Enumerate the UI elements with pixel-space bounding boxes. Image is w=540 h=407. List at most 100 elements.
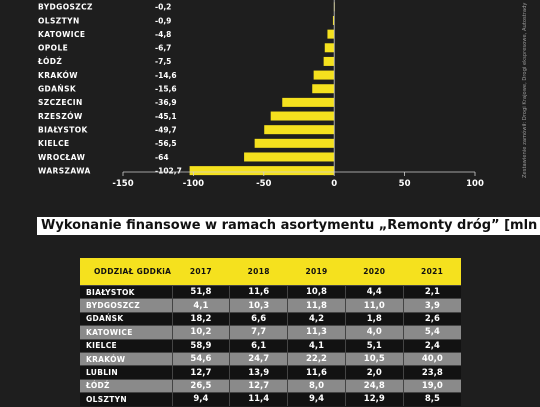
table-row: LUBLIN 12,7 13,9 11,6 2,0 23,8 [80,365,461,380]
cell-value: 10,3 [229,298,288,313]
cell-branch: KATOWICE [80,325,172,340]
x-tick-label: 100 [466,179,484,189]
table-header-row: ODDZIAŁ GDDKiA 2017 2018 2019 2020 2021 [80,258,461,286]
cell-value: 2,6 [402,311,461,326]
cell-value: 9,4 [287,392,346,406]
x-tick-label: 0 [331,179,337,189]
cell-value: 10,8 [287,284,346,299]
cell-value: 23,8 [402,365,461,380]
cell-value: 6,1 [229,338,288,353]
cell-value: 11,6 [229,284,288,299]
value-label: -0,2 [155,3,171,12]
cell-value: 2,0 [344,365,404,380]
cell-value: 6,6 [229,311,288,326]
x-tick-label: -100 [183,179,204,189]
category-label: BYDGOSZCZ [38,3,93,12]
table-body: BIAŁYSTOK 51,8 11,6 10,8 4,4 2,1 BYDGOSZCZ 4,1 1… [80,284,461,406]
cell-value: 5,1 [344,338,404,353]
header-year: 2018 [229,258,288,286]
x-axis: -150 -100 -50 0 50 100 [112,0,484,189]
table-row: KIELCE 58,9 6,1 4,1 5,1 2,4 [80,338,461,353]
bar [270,111,335,121]
bar [332,15,335,25]
cell-value: 8,0 [287,378,346,393]
cell-value: 10,5 [344,351,404,366]
cell-value: 9,4 [171,392,230,406]
cell-value: 10,2 [171,325,230,340]
x-tick-label: 50 [399,179,411,189]
table-row: ŁÓDŹ 26,5 12,7 8,0 24,8 19,0 [80,378,461,393]
bar [323,56,335,66]
category-label: RZESZÓW [38,112,83,121]
cell-value: 51,8 [171,284,230,299]
cell-branch: GDAŃSK [80,311,172,326]
bar [327,29,335,39]
cell-value: 11,4 [229,392,288,406]
x-tick-label: -50 [256,179,271,189]
cell-value: 4,4 [344,284,404,299]
table-row: OLSZTYN 9,4 11,4 9,4 12,9 8,5 [80,392,461,406]
cell-value: 24,7 [229,351,288,366]
cell-value: 12,7 [229,378,288,393]
header-year: 2020 [345,258,404,286]
value-label: -7,5 [155,57,171,66]
category-label: BIAŁYSTOK [38,125,88,134]
table-row: KRAKÓW 54,6 24,7 22,2 10,5 40,0 [80,351,461,366]
cell-value: 8,5 [402,392,461,406]
bar [312,84,335,94]
cell-value: 58,9 [171,338,230,353]
cell-branch: BYDGOSZCZ [80,298,172,313]
cell-branch: ŁÓDŹ [80,378,172,393]
value-label: -15,6 [155,85,177,94]
category-label: KATOWICE [38,30,85,39]
category-label: OPOLE [38,44,68,53]
table-row: BYDGOSZCZ 4,1 10,3 11,8 11,0 3,9 [80,298,461,313]
value-label: -49,7 [155,125,177,134]
cell-value: 1,8 [344,311,404,326]
bar [264,125,335,135]
cell-value: 19,0 [402,378,461,393]
side-note-text: Zestawienie zamówił: Drogi Krajowe, Drog… [522,2,528,178]
value-label: -6,7 [155,44,171,53]
header-year: 2017 [172,258,230,286]
cell-branch: OLSZTYN [80,392,172,406]
cell-value: 4,1 [287,338,346,353]
cell-value: 2,1 [402,284,461,299]
cell-value: 11,6 [287,365,346,380]
bar [324,43,335,53]
bar [244,152,335,162]
finance-table: ODDZIAŁ GDDKiA 2017 2018 2019 2020 2021 BIAŁY… [80,258,461,406]
bar [313,70,335,80]
cell-value: 2,4 [402,338,461,353]
header-branch: ODDZIAŁ GDDKiA [80,258,172,286]
category-labels: BYDGOSZCZ OLSZTYN KATOWICE OPOLE ŁÓDŹ KRAKÓW G… [37,3,93,176]
cell-value: 12,9 [344,392,404,406]
value-label: -4,8 [155,30,171,39]
category-label: SZCZECIN [38,98,83,107]
value-label: -14,6 [155,71,177,80]
cell-branch: BIAŁYSTOK [80,284,172,299]
cell-value: 11,0 [344,298,404,313]
table-row: BIAŁYSTOK 51,8 11,6 10,8 4,4 2,1 [80,284,461,299]
cell-value: 18,2 [171,311,230,326]
header-year: 2019 [287,258,346,286]
value-labels: -0,2 -0,9 -4,8 -6,7 -7,5 -14,6 -15,6 -36,9 -45,1… [155,3,182,176]
cell-value: 3,9 [402,298,461,313]
category-label: WARSZAWA [38,166,91,175]
value-label: -36,9 [155,98,177,107]
header-year: 2021 [403,258,461,286]
table-title: Wykonanie finansowe w ramach asortymentu… [37,217,540,235]
x-tick-label: -150 [112,179,133,189]
bar [189,166,335,176]
value-label: -0,9 [155,16,171,25]
cell-value: 5,4 [402,325,461,340]
value-label: -64 [155,153,169,162]
cell-value: 4,0 [344,325,404,340]
category-label: KRAKÓW [38,71,78,80]
bar-chart: BYDGOSZCZ OLSZTYN KATOWICE OPOLE ŁÓDŹ KRAKÓW G… [37,0,484,189]
value-label: -102,7 [155,166,182,175]
table-row: KATOWICE 10,2 7,7 11,3 4,0 5,4 [80,325,461,340]
cell-value: 11,3 [287,325,346,340]
bars [189,2,335,176]
cell-value: 54,6 [171,351,230,366]
